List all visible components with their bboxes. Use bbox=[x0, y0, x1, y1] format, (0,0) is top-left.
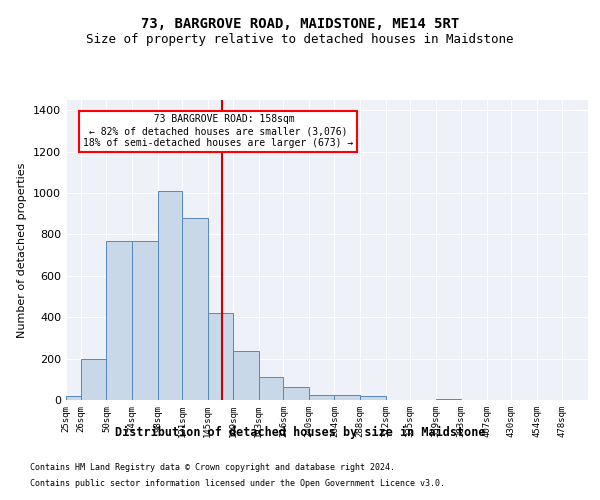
Bar bbox=[259, 377, 283, 400]
Bar bbox=[436, 399, 461, 400]
Bar bbox=[283, 386, 309, 400]
Y-axis label: Number of detached properties: Number of detached properties bbox=[17, 162, 28, 338]
Text: Contains HM Land Registry data © Crown copyright and database right 2024.: Contains HM Land Registry data © Crown c… bbox=[30, 464, 395, 472]
Bar bbox=[360, 396, 386, 400]
Bar bbox=[66, 396, 81, 400]
Text: Size of property relative to detached houses in Maidstone: Size of property relative to detached ho… bbox=[86, 32, 514, 46]
Text: 73, BARGROVE ROAD, MAIDSTONE, ME14 5RT: 73, BARGROVE ROAD, MAIDSTONE, ME14 5RT bbox=[141, 18, 459, 32]
Bar bbox=[208, 313, 233, 400]
Bar bbox=[158, 191, 182, 400]
Bar bbox=[182, 218, 208, 400]
Text: 73 BARGROVE ROAD: 158sqm
← 82% of detached houses are smaller (3,076)
18% of sem: 73 BARGROVE ROAD: 158sqm ← 82% of detach… bbox=[83, 114, 353, 148]
Bar bbox=[233, 352, 259, 400]
Bar bbox=[106, 240, 132, 400]
Text: Distribution of detached houses by size in Maidstone: Distribution of detached houses by size … bbox=[115, 426, 485, 439]
Bar bbox=[81, 358, 106, 400]
Text: Contains public sector information licensed under the Open Government Licence v3: Contains public sector information licen… bbox=[30, 478, 445, 488]
Bar bbox=[334, 395, 360, 400]
Bar bbox=[309, 395, 334, 400]
Bar bbox=[132, 240, 158, 400]
